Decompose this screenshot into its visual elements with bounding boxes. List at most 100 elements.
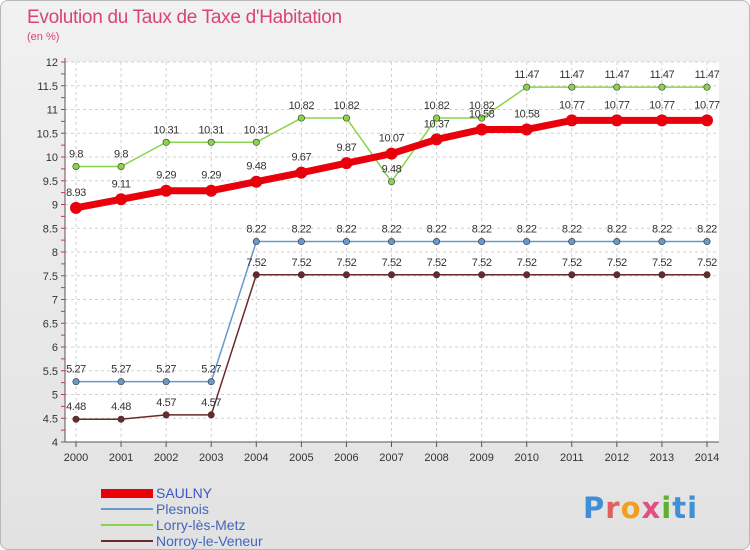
x-tick-label: 2012 <box>605 452 629 464</box>
data-label-lorry-l-s-metz: 10.31 <box>198 124 224 136</box>
point-plesnois <box>252 238 260 246</box>
point-lorry-l-s-metz <box>478 114 486 122</box>
point-plesnois <box>568 238 576 246</box>
y-tick-label: 9 <box>52 200 58 212</box>
proxiti-logo[interactable]: Proxiti <box>583 491 699 525</box>
point-saulny <box>250 175 263 188</box>
data-label-lorry-l-s-metz: 9.48 <box>382 164 402 176</box>
point-norroy-le-veneur <box>703 271 711 279</box>
point-norroy-le-veneur <box>433 271 441 279</box>
point-lorry-l-s-metz <box>342 114 350 122</box>
point-plesnois <box>523 238 531 246</box>
point-norroy-le-veneur <box>568 271 576 279</box>
data-label-plesnois: 8.22 <box>562 224 582 236</box>
data-label-lorry-l-s-metz: 11.47 <box>559 69 584 81</box>
point-norroy-le-veneur <box>613 271 621 279</box>
y-tick-label: 7.5 <box>43 271 58 283</box>
x-tick-label: 2001 <box>109 452 133 464</box>
point-saulny <box>385 147 398 160</box>
point-plesnois <box>162 378 170 386</box>
point-plesnois <box>207 378 215 386</box>
point-lorry-l-s-metz <box>703 83 711 91</box>
data-label-saulny: 10.37 <box>424 118 450 130</box>
x-tick-label: 2010 <box>514 452 538 464</box>
point-saulny <box>430 133 443 146</box>
point-saulny <box>295 166 308 179</box>
point-saulny <box>340 157 353 170</box>
point-lorry-l-s-metz <box>523 83 531 91</box>
x-tick-label: 2011 <box>560 452 584 464</box>
x-tick-label: 2009 <box>469 452 493 464</box>
data-label-plesnois: 8.22 <box>517 224 537 236</box>
x-tick-label: 2007 <box>379 452 403 464</box>
point-lorry-l-s-metz <box>387 178 395 186</box>
y-tick-label: 8.5 <box>43 223 58 235</box>
data-label-lorry-l-s-metz: 10.31 <box>153 124 179 136</box>
y-tick-label: 4 <box>52 437 58 449</box>
x-tick-label: 2005 <box>289 452 313 464</box>
data-label-saulny: 9.11 <box>112 178 131 190</box>
legend-swatch-saulny <box>101 489 153 498</box>
point-saulny <box>70 201 82 214</box>
data-label-norroy-le-veneur: 7.52 <box>517 257 537 269</box>
data-label-lorry-l-s-metz: 9.8 <box>69 149 83 161</box>
data-label-norroy-le-veneur: 7.52 <box>697 257 717 269</box>
point-norroy-le-veneur <box>72 415 80 423</box>
point-norroy-le-veneur <box>658 271 666 279</box>
data-label-lorry-l-s-metz: 11.47 <box>650 69 675 81</box>
point-norroy-le-veneur <box>523 271 531 279</box>
y-tick-label: 7 <box>52 295 58 307</box>
point-saulny <box>610 114 623 127</box>
point-lorry-l-s-metz <box>252 138 260 146</box>
data-label-plesnois: 8.22 <box>607 224 627 236</box>
data-label-norroy-le-veneur: 4.48 <box>111 401 131 413</box>
data-label-norroy-le-veneur: 7.52 <box>562 257 582 269</box>
point-saulny <box>115 193 128 206</box>
point-norroy-le-veneur <box>207 411 215 419</box>
data-label-plesnois: 8.22 <box>246 224 266 236</box>
point-plesnois <box>433 238 441 246</box>
point-plesnois <box>72 378 80 386</box>
point-norroy-le-veneur <box>252 271 260 279</box>
x-tick-label: 2013 <box>650 452 674 464</box>
point-saulny <box>475 123 488 136</box>
x-tick-label: 2004 <box>244 452 268 464</box>
data-label-norroy-le-veneur: 7.52 <box>337 257 357 269</box>
data-label-lorry-l-s-metz: 11.47 <box>604 69 629 81</box>
y-tick-label: 12 <box>46 57 58 69</box>
point-saulny <box>701 114 713 127</box>
data-label-plesnois: 8.22 <box>382 224 402 236</box>
data-label-plesnois: 8.22 <box>697 224 717 236</box>
point-saulny <box>520 123 533 136</box>
data-label-norroy-le-veneur: 4.57 <box>201 397 221 409</box>
data-label-norroy-le-veneur: 4.48 <box>66 401 86 413</box>
data-label-norroy-le-veneur: 7.52 <box>291 257 311 269</box>
data-label-lorry-l-s-metz: 10.31 <box>244 124 270 136</box>
grid-layer <box>65 61 719 443</box>
point-norroy-le-veneur <box>342 271 350 279</box>
data-label-plesnois: 5.27 <box>111 364 131 376</box>
data-label-lorry-l-s-metz: 10.82 <box>469 100 495 112</box>
x-tick-label: 2002 <box>154 452 178 464</box>
data-label-saulny: 9.48 <box>246 161 266 173</box>
y-tick-label: 11.5 <box>37 81 58 93</box>
data-label-saulny: 9.29 <box>156 170 176 182</box>
y-tick-label: 5 <box>52 390 58 402</box>
point-lorry-l-s-metz <box>613 83 621 91</box>
point-saulny <box>160 184 173 197</box>
legend-label-plesnois: Plesnois <box>156 501 209 517</box>
data-label-saulny: 10.58 <box>469 108 495 120</box>
y-tick-label: 9.5 <box>43 176 58 188</box>
data-label-plesnois: 5.27 <box>156 364 176 376</box>
point-norroy-le-veneur <box>162 411 170 419</box>
x-tick-label: 2008 <box>424 452 448 464</box>
x-tick-label: 2000 <box>64 452 88 464</box>
data-label-saulny: 9.29 <box>201 170 221 182</box>
legend-swatch-lorry-les-metz <box>101 524 153 526</box>
point-norroy-le-veneur <box>297 271 305 279</box>
point-saulny <box>565 114 578 127</box>
data-label-lorry-l-s-metz: 11.47 <box>695 69 720 81</box>
data-label-norroy-le-veneur: 7.52 <box>382 257 402 269</box>
